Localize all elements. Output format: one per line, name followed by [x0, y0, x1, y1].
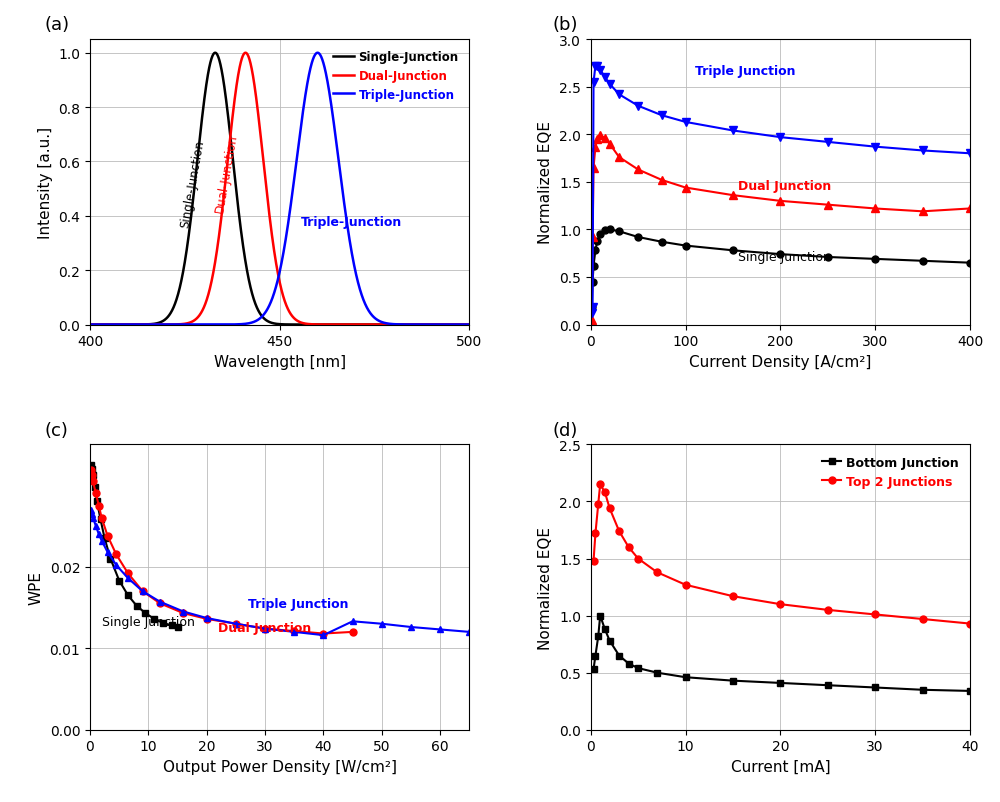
Top 2 Junctions — [964, 619, 976, 629]
Text: Single Junction: Single Junction — [102, 615, 195, 628]
Text: (b): (b) — [553, 16, 578, 34]
Triple-Junction — [141, 320, 153, 330]
Single-Junction — [446, 320, 458, 330]
Bottom Junction — [917, 685, 929, 695]
Top 2 Junctions — [588, 557, 600, 566]
Single-Junction — [209, 49, 221, 59]
Dual-Junction — [65, 320, 77, 330]
Single-Junction — [65, 320, 77, 330]
Text: Single-Junction: Single-Junction — [178, 139, 207, 229]
Legend: Bottom Junction, Top 2 Junctions: Bottom Junction, Top 2 Junctions — [817, 451, 964, 493]
Legend: Single-Junction, Dual-Junction, Triple-Junction: Single-Junction, Dual-Junction, Triple-J… — [328, 46, 463, 106]
Text: Dual-Junction: Dual-Junction — [213, 133, 240, 213]
Dual-Junction — [501, 320, 513, 330]
Bottom Junction — [613, 651, 625, 661]
Triple-Junction — [251, 316, 263, 326]
X-axis label: Current Density [A/cm²]: Current Density [A/cm²] — [689, 354, 872, 370]
Text: (d): (d) — [553, 421, 578, 439]
Line: Dual-Junction: Dual-Junction — [71, 54, 507, 325]
Bottom Junction — [592, 631, 604, 641]
Bottom Junction — [651, 668, 663, 678]
Top 2 Junctions — [623, 543, 635, 553]
Top 2 Junctions — [822, 606, 834, 615]
Top 2 Junctions — [651, 568, 663, 577]
Bottom Junction — [869, 683, 881, 692]
Triple-Junction — [115, 320, 127, 330]
Bottom Junction — [964, 687, 976, 696]
Text: (c): (c) — [44, 421, 68, 439]
Bottom Junction — [599, 625, 611, 634]
Single-Junction — [501, 320, 513, 330]
Text: Single Junction: Single Junction — [738, 250, 831, 264]
Bottom Junction — [623, 659, 635, 669]
Dual-Junction — [251, 103, 263, 113]
Top 2 Junctions — [592, 500, 604, 509]
Line: Single-Junction: Single-Junction — [71, 54, 507, 325]
Text: Triple Junction: Triple Junction — [248, 597, 348, 610]
Text: Dual Junction: Dual Junction — [218, 621, 312, 634]
Y-axis label: Intensity [a.u.]: Intensity [a.u.] — [38, 127, 53, 239]
Y-axis label: WPE: WPE — [29, 570, 44, 604]
Top 2 Junctions — [727, 592, 739, 602]
Dual-Junction — [141, 320, 153, 330]
Single-Junction — [141, 320, 153, 330]
X-axis label: Output Power Density [W/cm²]: Output Power Density [W/cm²] — [163, 759, 397, 774]
Line: Triple-Junction: Triple-Junction — [71, 54, 507, 325]
X-axis label: Wavelength [nm]: Wavelength [nm] — [214, 354, 346, 370]
Top 2 Junctions — [604, 504, 616, 513]
Text: Triple Junction: Triple Junction — [695, 65, 796, 79]
Text: (a): (a) — [44, 16, 70, 34]
Triple-Junction — [312, 49, 324, 59]
Y-axis label: Normalized EQE: Normalized EQE — [538, 526, 553, 649]
Bottom Junction — [822, 681, 834, 691]
Line: Bottom Junction: Bottom Junction — [590, 613, 973, 695]
Bottom Junction — [727, 676, 739, 686]
Dual-Junction — [240, 49, 252, 59]
Line: Top 2 Junctions: Top 2 Junctions — [590, 481, 973, 627]
Single-Junction — [115, 320, 127, 330]
Top 2 Junctions — [774, 600, 786, 610]
Dual-Junction — [493, 320, 505, 330]
Bottom Junction — [680, 673, 692, 683]
Triple-Junction — [501, 320, 513, 330]
X-axis label: Current [mA]: Current [mA] — [731, 759, 830, 774]
Bottom Junction — [588, 665, 600, 674]
Top 2 Junctions — [869, 610, 881, 619]
Top 2 Junctions — [589, 529, 601, 539]
Triple-Junction — [446, 320, 458, 330]
Triple-Junction — [65, 320, 77, 330]
Y-axis label: Normalized EQE: Normalized EQE — [538, 121, 553, 244]
Top 2 Junctions — [594, 480, 606, 489]
Bottom Junction — [594, 611, 606, 621]
Single-Junction — [251, 304, 263, 314]
Bottom Junction — [774, 678, 786, 688]
Top 2 Junctions — [680, 580, 692, 589]
Text: Triple-Junction: Triple-Junction — [301, 216, 402, 229]
Bottom Junction — [589, 651, 601, 661]
Text: Dual Junction: Dual Junction — [738, 180, 831, 193]
Bottom Junction — [604, 636, 616, 646]
Single-Junction — [493, 320, 505, 330]
Bottom Junction — [632, 663, 644, 673]
Dual-Junction — [115, 320, 127, 330]
Triple-Junction — [493, 320, 505, 330]
Top 2 Junctions — [599, 488, 611, 497]
Dual-Junction — [232, 71, 244, 80]
Top 2 Junctions — [632, 554, 644, 564]
Dual-Junction — [446, 320, 458, 330]
Single-Junction — [232, 206, 244, 216]
Top 2 Junctions — [613, 527, 625, 537]
Top 2 Junctions — [917, 614, 929, 624]
Triple-Junction — [232, 320, 244, 330]
